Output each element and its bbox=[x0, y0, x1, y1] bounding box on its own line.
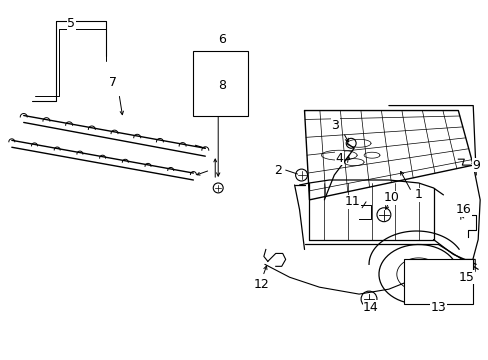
Text: 10: 10 bbox=[383, 192, 399, 204]
Text: 11: 11 bbox=[344, 195, 359, 208]
Text: 1: 1 bbox=[414, 188, 422, 201]
Text: 9: 9 bbox=[471, 159, 479, 172]
Text: 14: 14 bbox=[363, 301, 378, 314]
Text: 15: 15 bbox=[457, 271, 473, 284]
Text: 4: 4 bbox=[335, 152, 343, 165]
Text: 7: 7 bbox=[109, 76, 117, 89]
Text: 12: 12 bbox=[253, 278, 269, 291]
Text: 8: 8 bbox=[218, 79, 226, 92]
Text: 3: 3 bbox=[331, 119, 339, 132]
Text: 13: 13 bbox=[430, 301, 446, 314]
Text: 2: 2 bbox=[273, 163, 281, 176]
Text: 6: 6 bbox=[218, 33, 225, 46]
Bar bbox=[403, 260, 472, 304]
Text: 5: 5 bbox=[67, 17, 75, 30]
Bar bbox=[193, 51, 247, 116]
Text: 16: 16 bbox=[454, 203, 470, 216]
